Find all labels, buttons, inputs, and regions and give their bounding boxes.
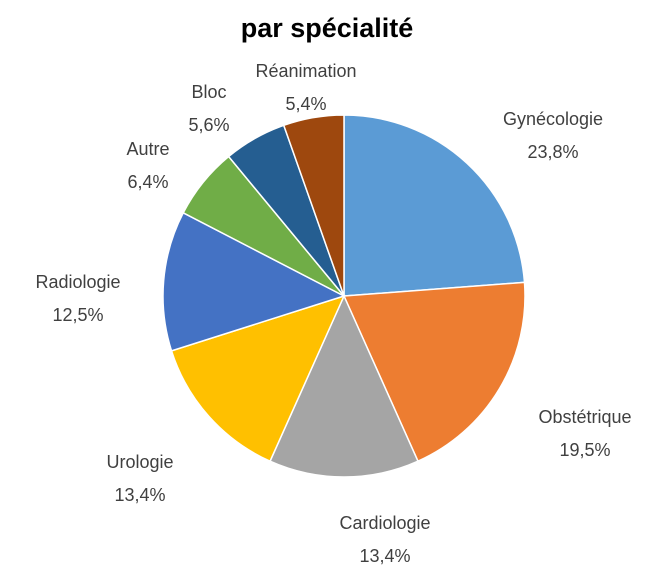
pie-slice [282, 114, 345, 297]
slice-label: Réanimation [255, 61, 356, 81]
pie-slice [342, 281, 526, 463]
value-label: 6,4% [127, 172, 168, 192]
chart-title: par spécialité [241, 13, 414, 43]
slice-label: Obstétrique [538, 407, 631, 427]
value-label: 23,8% [527, 142, 578, 162]
value-label: 13,4% [114, 485, 165, 505]
slice-label: Gynécologie [503, 109, 603, 129]
slice-label: Radiologie [35, 272, 120, 292]
pie-slice [343, 114, 526, 297]
slice-label: Bloc [191, 82, 226, 102]
value-label: 5,6% [188, 115, 229, 135]
value-label: 13,4% [359, 546, 410, 566]
pie-slice [269, 294, 419, 478]
slice-label: Cardiologie [339, 513, 430, 533]
slice-label: Autre [126, 139, 169, 159]
slice-label: Urologie [106, 452, 173, 472]
value-label: 12,5% [52, 305, 103, 325]
value-label: 5,4% [285, 94, 326, 114]
value-label: 19,5% [559, 440, 610, 460]
pie-slice [162, 211, 346, 352]
